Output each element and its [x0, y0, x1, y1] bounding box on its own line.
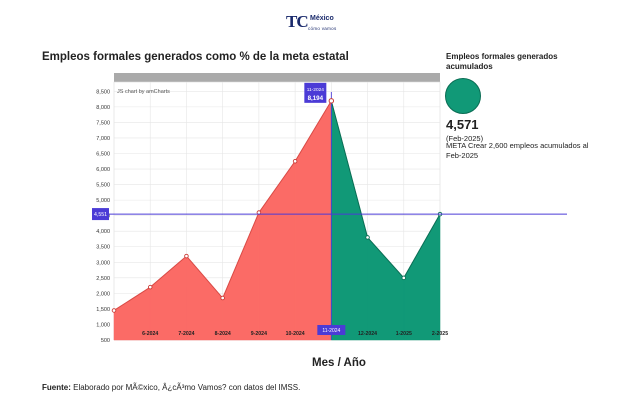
data-point [292, 159, 298, 164]
chart-overlay: 4,551 11-2024 8,194 11-2024 [92, 82, 567, 340]
y-tick-label: 2,500 [96, 276, 110, 282]
side-panel-circle [445, 78, 481, 114]
x-axis-labels: 6-2024 7-2024 8-2024 9-2024 10-2024 11-2024 12… [142, 331, 448, 337]
side-panel-date: (Feb-2025) [446, 134, 484, 143]
x-tick-label: 6-2024 [142, 331, 158, 337]
side-panel-title: Empleos formales generados acumulados [446, 52, 558, 71]
cursor-point [328, 98, 335, 104]
cursor-x-label: 11-2024 [322, 328, 340, 334]
data-point [184, 253, 189, 259]
cursor-tooltip-value: 8,194 [308, 95, 324, 102]
y-tick-label: 3,000 [96, 260, 110, 266]
x-tick-label: 9-2024 [251, 331, 267, 337]
data-point [220, 295, 225, 301]
y-tick-label: 1,500 [96, 307, 110, 313]
x-tick-label: 2-2025 [432, 331, 448, 337]
cursor-tooltip [304, 82, 327, 103]
cursor-x-badge [317, 325, 346, 335]
y-tick-label: 6,500 [96, 151, 110, 157]
y-tick-label: 1,000 [96, 322, 110, 328]
data-point [365, 235, 370, 240]
y-tick-label: 8,000 [96, 105, 110, 111]
side-panel-goal: META Crear 2,600 empleos acumulados al F… [446, 141, 589, 160]
series-line [294, 100, 332, 162]
y-tick-label: 3,500 [96, 245, 110, 251]
footer-source: Fuente: Elaborado por MÃ©xico, Â¿cÃ³mo V… [42, 383, 300, 392]
chart-scrollbar[interactable] [114, 73, 440, 82]
x-axis-title: Mes / Año [312, 357, 366, 369]
series-line [186, 255, 224, 299]
series-line [403, 213, 441, 279]
y-tick-label: 500 [101, 338, 110, 344]
y-tick-label: 5,500 [96, 183, 110, 189]
y-tick-label: 4,000 [96, 229, 110, 235]
y-tick-label: 5,000 [96, 198, 110, 204]
logo-name: México [310, 15, 334, 22]
data-point [401, 275, 407, 281]
data-point [111, 308, 117, 313]
x-tick-label: 10-2024 [286, 331, 305, 337]
y-tick-label: 7,500 [96, 120, 110, 126]
side-panel-value: 4,571 [446, 117, 479, 132]
chart-title: Empleos formales generados como % de la … [42, 51, 349, 63]
x-tick-label: 12-2024 [358, 331, 377, 337]
y-tick-label: 7,000 [96, 136, 110, 142]
series-line [222, 212, 260, 299]
data-point [147, 284, 153, 290]
series-line [330, 100, 369, 238]
chart-credit: JS chart by amCharts [117, 89, 170, 95]
logo-subtitle: cómo vamos [308, 26, 337, 31]
x-tick-label: 7-2024 [178, 331, 194, 337]
chart-areas [111, 98, 443, 341]
series-line [149, 255, 187, 288]
y-tick-label: 6,000 [96, 167, 110, 173]
footer-label: Fuente: [42, 383, 71, 392]
series-line [367, 237, 405, 279]
series-line [258, 160, 296, 213]
logo-mark: TC [286, 12, 309, 31]
series-line [113, 286, 151, 311]
x-tick-label: 1-2025 [396, 331, 412, 337]
y-tick-label: 8,500 [96, 89, 110, 95]
logo: TC México cómo vamos [286, 12, 366, 38]
footer-text: Elaborado por MÃ©xico, Â¿cÃ³mo Vamos? co… [70, 383, 301, 392]
y-tick-label: 2,000 [96, 291, 110, 297]
reference-line-label: 4,551 [94, 212, 107, 218]
x-tick-label: 8-2024 [215, 331, 231, 337]
cursor-tooltip-date: 11-2024 [307, 87, 325, 93]
reference-line-badge [92, 208, 109, 221]
